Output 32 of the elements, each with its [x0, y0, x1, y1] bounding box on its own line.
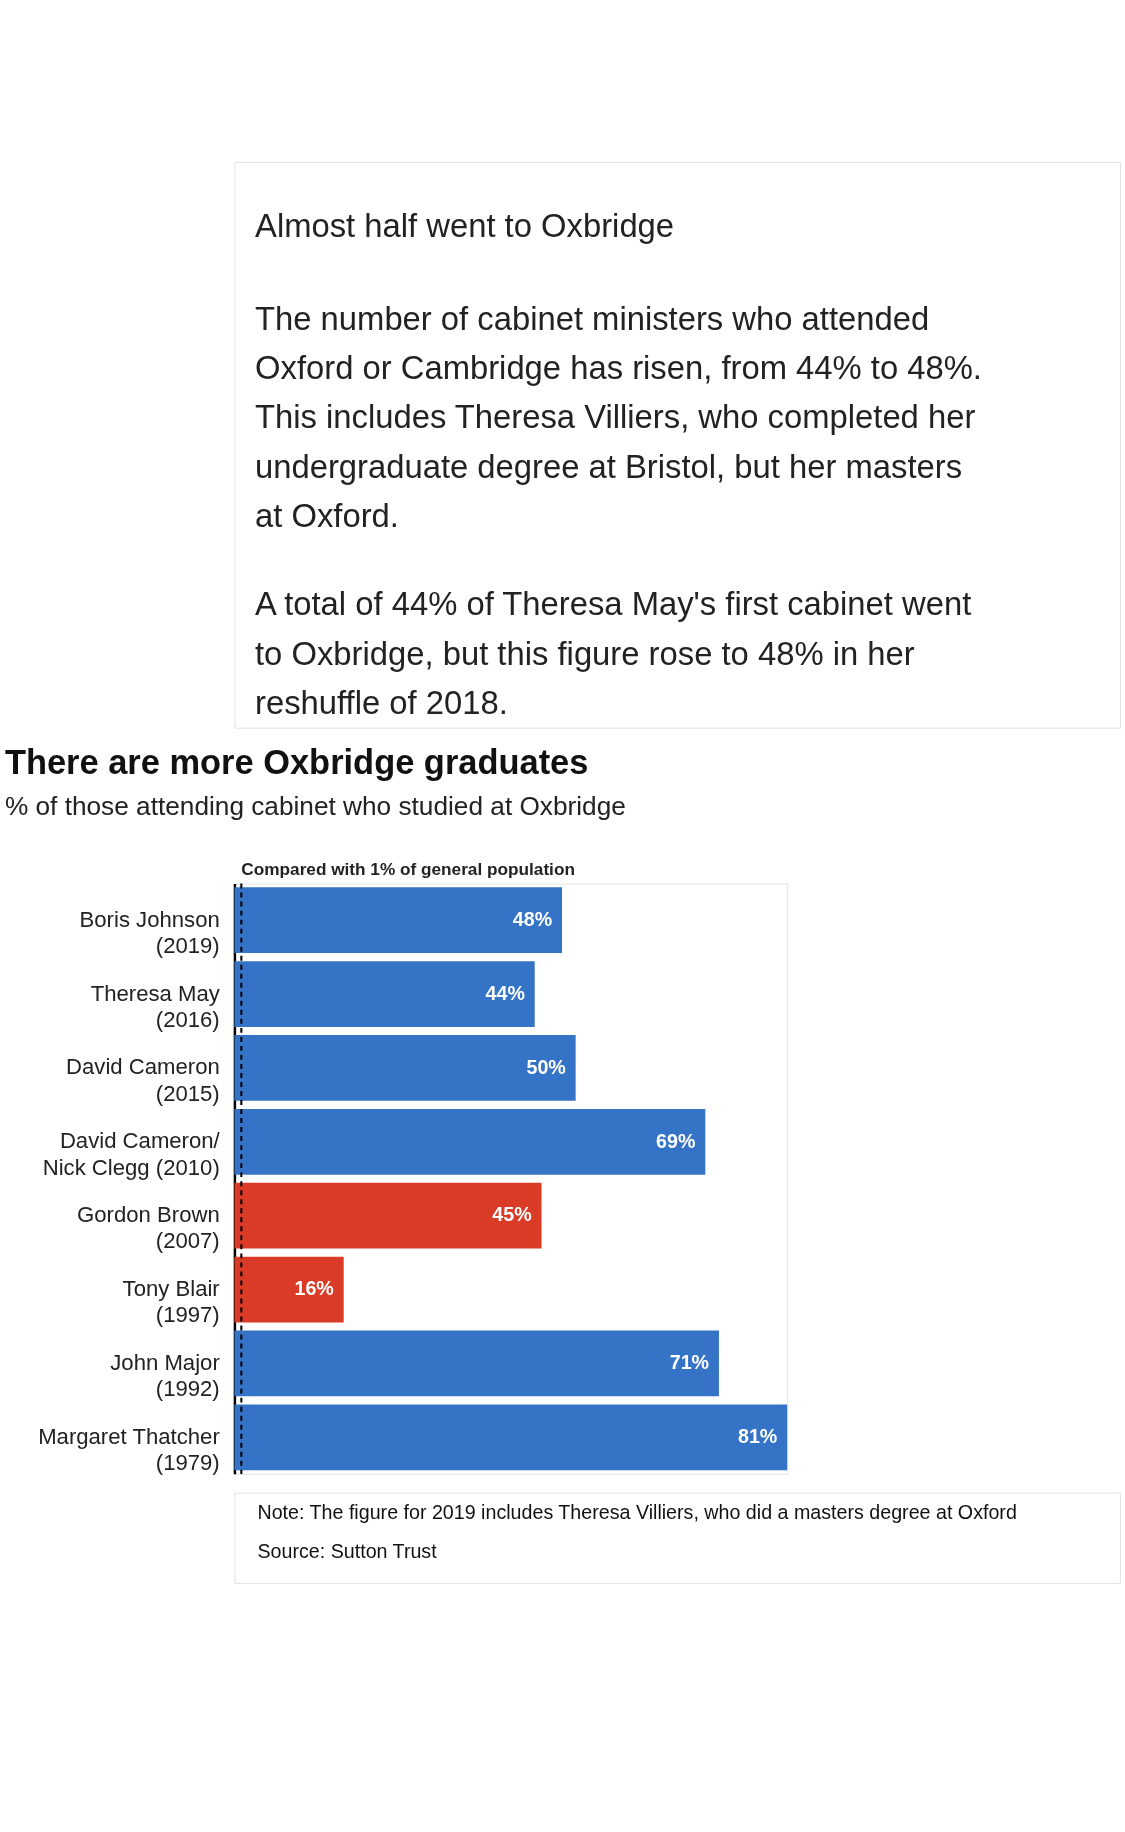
ref-line-label: Compared with 1% of general population	[241, 859, 575, 880]
text: Note: The figure for 2019 includes Theresa Villiers, who did a masters degree at Oxford	[257, 1501, 1017, 1524]
y-tick-label: Gordon Brown (2007)	[77, 1202, 220, 1254]
bar	[234, 1256, 344, 1323]
text: The number of cabinet ministers who attended Oxford or Cambridge has risen, from 44% to 48%. This includes Theresa Villiers, who completed her undergraduate degree at Bristol, but her masters at Oxford.	[255, 300, 982, 534]
chart-subtitle: % of those attending cabinet who studied at Oxbridge	[4, 790, 626, 821]
bar	[234, 1182, 542, 1249]
y-tick-label: Boris Johnson (2019)	[79, 906, 220, 958]
source-note: Source: Sutton Trust	[257, 1540, 438, 1563]
y-tick-label: Margaret Thatcher (1979)	[38, 1423, 220, 1476]
text: A total of 44% of Theresa May's first cabinet went to Oxbridge, but this figure rose to 48% in her reshuffle of 2018.	[255, 585, 972, 721]
y-tick-label: David Cameron (2015)	[66, 1054, 220, 1106]
y-tick-label: John Major (1992)	[110, 1350, 220, 1402]
bar	[234, 1330, 719, 1397]
bar	[234, 1108, 706, 1175]
bar	[234, 1035, 576, 1101]
y-tick-label: Theresa May (2016)	[90, 980, 221, 1032]
text: Almost half went to Oxbridge	[255, 207, 675, 245]
data-label: 44%	[485, 981, 525, 1004]
data-label: 48%	[512, 907, 553, 930]
bar	[234, 1404, 788, 1471]
data-label: 45%	[492, 1203, 532, 1226]
data-label: 69%	[656, 1129, 696, 1152]
chart-title: There are more Oxbridge graduates	[4, 742, 589, 781]
data-label: 16%	[294, 1277, 334, 1300]
data-label: 50%	[526, 1055, 566, 1078]
bar	[234, 887, 563, 954]
data-label: 81%	[737, 1425, 778, 1448]
bar	[234, 961, 535, 1027]
y-tick-label: Tony Blair (1997)	[122, 1276, 220, 1328]
y-tick-label: David Cameron/ Nick Clegg (2010)	[42, 1128, 221, 1180]
data-label: 71%	[669, 1351, 710, 1374]
